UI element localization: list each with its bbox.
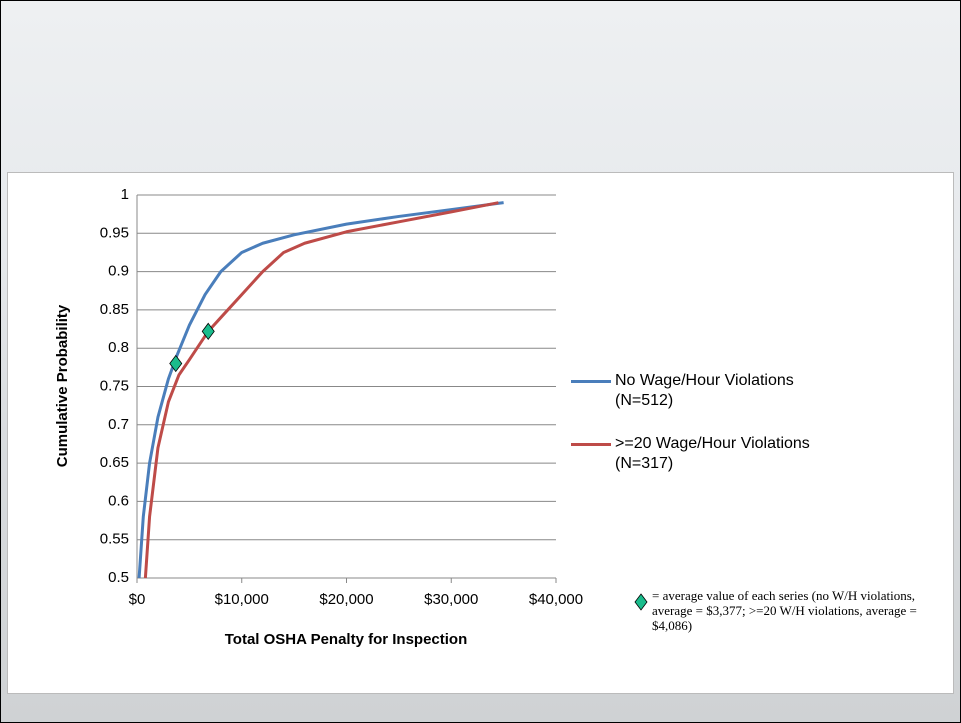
y-tick-label: 0.75 [100, 377, 129, 394]
y-tick-label: 0.7 [108, 416, 129, 433]
annotation: = average value of each series (no W/H v… [652, 588, 932, 633]
legend-item: No Wage/Hour Violations (N=512) [615, 371, 855, 411]
y-tick-label: 0.5 [108, 569, 129, 586]
legend-swatch [571, 380, 611, 383]
series-line [139, 203, 504, 578]
x-tick-label: $10,000 [215, 591, 269, 608]
y-axis-title: Cumulative Probability [54, 304, 71, 467]
y-tick-label: 0.9 [108, 263, 129, 280]
legend-label: >=20 Wage/Hour Violations (N=317) [615, 434, 815, 474]
y-tick-label: 0.55 [100, 531, 129, 548]
legend-label: No Wage/Hour Violations (N=512) [615, 371, 815, 411]
y-tick-label: 0.85 [100, 301, 129, 318]
x-tick-label: $20,000 [319, 591, 373, 608]
y-tick-label: 0.8 [108, 339, 129, 356]
x-axis-title: Total OSHA Penalty for Inspection [225, 631, 468, 648]
x-tick-label: $0 [129, 591, 146, 608]
legend-item: >=20 Wage/Hour Violations (N=317) [615, 434, 855, 474]
y-tick-label: 1 [121, 186, 129, 203]
x-tick-label: $40,000 [529, 591, 583, 608]
y-tick-label: 0.95 [100, 224, 129, 241]
annotation-marker [635, 594, 647, 610]
y-tick-label: 0.65 [100, 454, 129, 471]
x-tick-label: $30,000 [424, 591, 478, 608]
legend-swatch [571, 443, 611, 446]
series-line [145, 203, 498, 578]
y-tick-label: 0.6 [108, 492, 129, 509]
